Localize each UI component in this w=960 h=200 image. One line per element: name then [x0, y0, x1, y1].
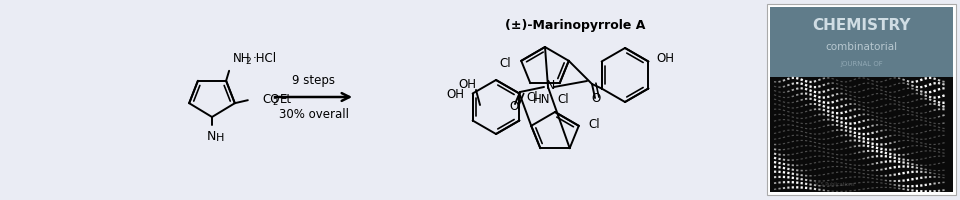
Bar	[770, 78, 953, 192]
Text: JOURNAL OF: JOURNAL OF	[840, 61, 883, 67]
Text: Cl: Cl	[557, 93, 568, 106]
Bar	[767, 5, 956, 195]
Text: Cl: Cl	[499, 57, 512, 70]
Text: O: O	[591, 92, 601, 105]
Text: combinatorial: combinatorial	[826, 41, 898, 51]
Text: Et: Et	[279, 92, 292, 105]
Text: 2: 2	[246, 57, 251, 66]
Text: H: H	[216, 132, 225, 142]
Text: 30% overall: 30% overall	[278, 108, 348, 121]
Text: O: O	[510, 100, 518, 113]
Text: CHEMISTRY: CHEMISTRY	[812, 18, 911, 33]
Text: 2: 2	[273, 97, 277, 106]
Text: OH: OH	[446, 88, 465, 100]
Text: Cl: Cl	[588, 118, 600, 131]
Text: 9 steps: 9 steps	[292, 74, 335, 87]
Text: HN: HN	[533, 93, 550, 106]
Text: (±)-Marinopyrrole A: (±)-Marinopyrrole A	[505, 19, 645, 32]
Text: ·HCl: ·HCl	[253, 52, 277, 65]
Bar	[770, 8, 953, 78]
Text: Cl: Cl	[526, 90, 539, 103]
Text: OH: OH	[657, 52, 674, 65]
Text: N: N	[206, 129, 216, 142]
Text: N: N	[545, 79, 555, 92]
Text: ACS Publications: ACS Publications	[814, 182, 854, 187]
Text: OH: OH	[458, 78, 476, 91]
Text: NH: NH	[233, 52, 251, 65]
Text: CO: CO	[263, 92, 280, 105]
